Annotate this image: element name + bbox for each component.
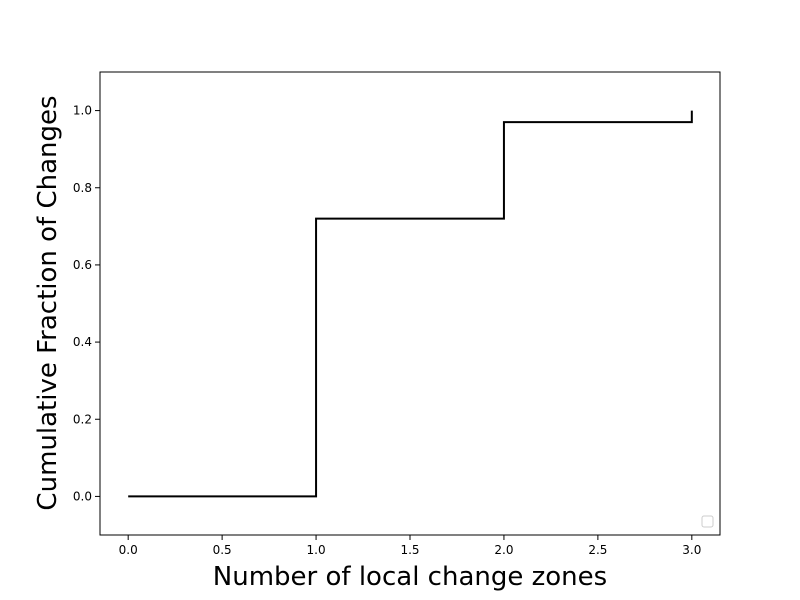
y-tick-label: 0.8 xyxy=(73,181,92,195)
legend-box xyxy=(701,515,714,528)
y-axis-ticks: 0.0 0.2 0.4 0.6 0.8 1.0 xyxy=(73,104,100,503)
x-tick-label: 1.0 xyxy=(307,543,326,557)
y-tick-label: 0.0 xyxy=(73,489,92,503)
x-tick-label: 0.0 xyxy=(119,543,138,557)
plot-frame xyxy=(99,71,721,536)
series-layer xyxy=(128,110,693,498)
series-step-line xyxy=(128,110,693,498)
x-tick-label: 1.5 xyxy=(400,543,419,557)
y-tick-label: 1.0 xyxy=(73,104,92,118)
plot-area xyxy=(100,72,720,535)
x-tick-label: 2.0 xyxy=(494,543,513,557)
x-axis-title: Number of local change zones xyxy=(213,562,607,592)
y-axis-title: Cumulative Fraction of Changes xyxy=(33,95,63,510)
x-axis-ticks: 0.0 0.5 1.0 1.5 2.0 2.5 3.0 xyxy=(119,535,701,557)
x-tick-label: 0.5 xyxy=(213,543,232,557)
y-tick-label: 0.6 xyxy=(73,258,92,272)
y-tick-label: 0.4 xyxy=(73,335,92,349)
x-tick-label: 2.5 xyxy=(588,543,607,557)
y-tick-label: 0.2 xyxy=(73,412,92,426)
x-tick-label: 3.0 xyxy=(682,543,701,557)
